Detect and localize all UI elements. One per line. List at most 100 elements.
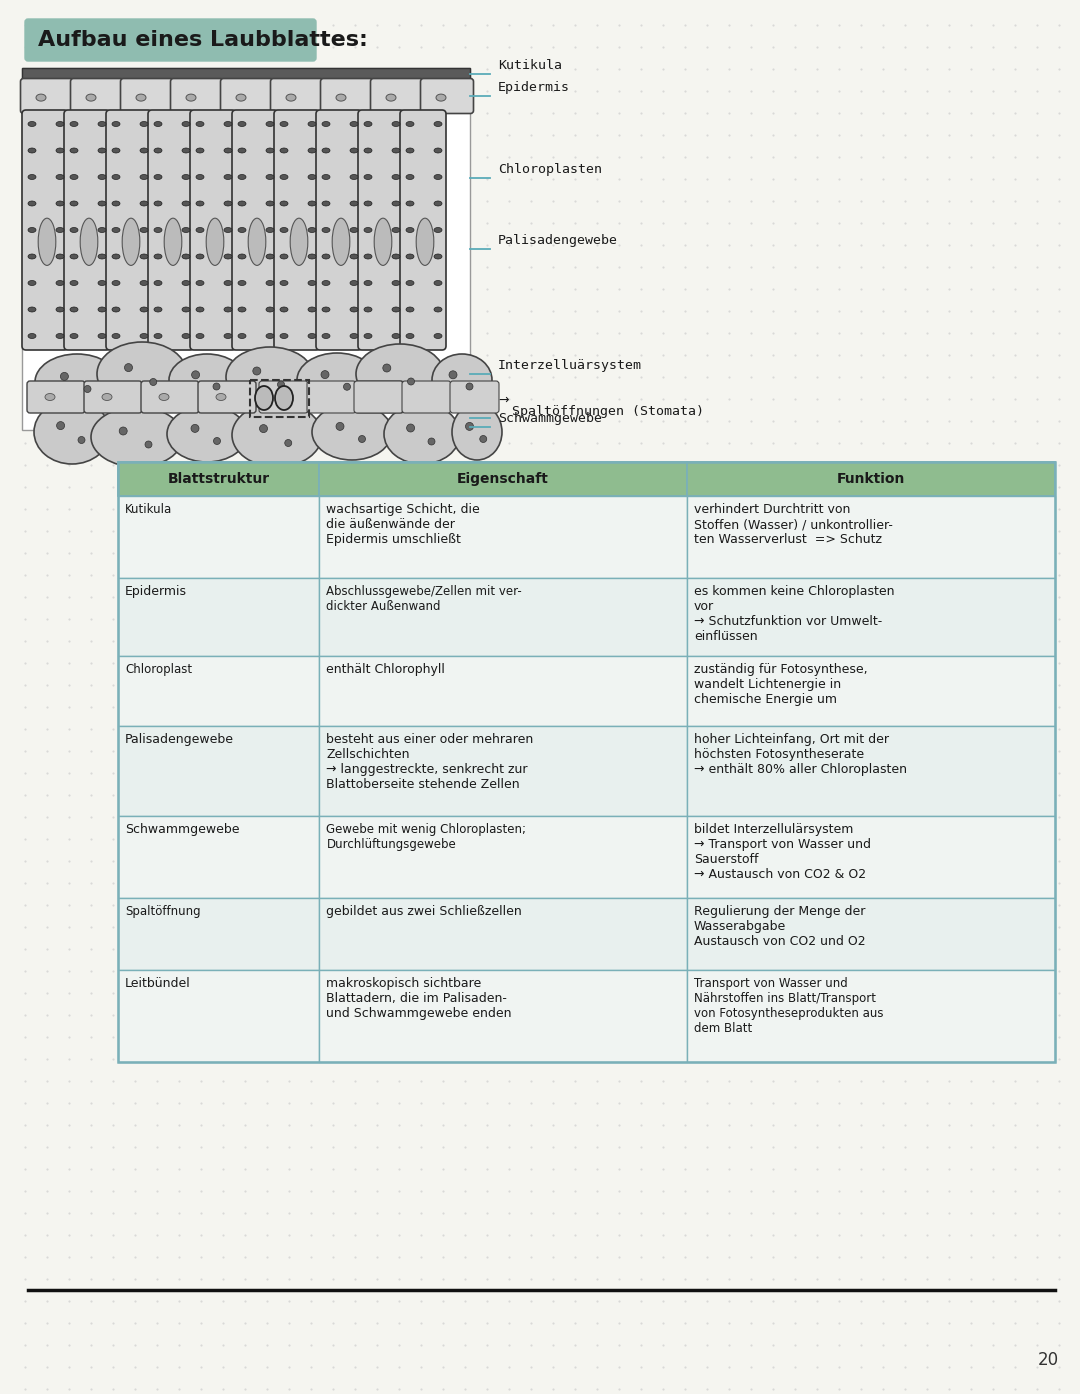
Bar	[320, 461, 687, 496]
Ellipse shape	[195, 333, 204, 339]
Ellipse shape	[308, 201, 316, 206]
Ellipse shape	[280, 333, 288, 339]
Ellipse shape	[98, 201, 106, 206]
Ellipse shape	[308, 333, 316, 339]
Text: Palisadengewebe: Palisadengewebe	[125, 733, 234, 746]
Ellipse shape	[238, 227, 246, 233]
Ellipse shape	[91, 407, 183, 467]
Ellipse shape	[406, 333, 414, 339]
Ellipse shape	[70, 333, 78, 339]
Ellipse shape	[154, 174, 162, 180]
Ellipse shape	[286, 95, 296, 102]
Ellipse shape	[322, 121, 330, 127]
Ellipse shape	[195, 201, 204, 206]
Ellipse shape	[336, 95, 346, 102]
Ellipse shape	[70, 280, 78, 286]
FancyBboxPatch shape	[232, 110, 278, 350]
Circle shape	[259, 425, 268, 432]
Bar	[320, 579, 687, 657]
Ellipse shape	[364, 254, 372, 259]
Ellipse shape	[112, 280, 120, 286]
Ellipse shape	[364, 174, 372, 180]
Ellipse shape	[238, 307, 246, 312]
Ellipse shape	[238, 174, 246, 180]
Ellipse shape	[434, 254, 442, 259]
Ellipse shape	[432, 354, 492, 406]
Ellipse shape	[434, 174, 442, 180]
Text: Spaltöffnungen (Stomata): Spaltöffnungen (Stomata)	[512, 404, 704, 417]
Ellipse shape	[28, 280, 36, 286]
Ellipse shape	[154, 148, 162, 153]
Ellipse shape	[266, 333, 274, 339]
Ellipse shape	[406, 307, 414, 312]
Ellipse shape	[56, 307, 64, 312]
Bar	[687, 726, 1055, 815]
Ellipse shape	[434, 227, 442, 233]
Circle shape	[465, 383, 473, 390]
Ellipse shape	[350, 174, 357, 180]
FancyBboxPatch shape	[21, 78, 73, 113]
Ellipse shape	[98, 227, 106, 233]
Ellipse shape	[112, 333, 120, 339]
Text: Chloroplast: Chloroplast	[125, 664, 192, 676]
Ellipse shape	[392, 201, 400, 206]
Circle shape	[480, 435, 487, 442]
Ellipse shape	[275, 386, 293, 410]
Ellipse shape	[140, 174, 148, 180]
FancyBboxPatch shape	[316, 110, 362, 350]
FancyBboxPatch shape	[259, 381, 308, 413]
Ellipse shape	[280, 254, 288, 259]
Ellipse shape	[195, 148, 204, 153]
Ellipse shape	[364, 307, 372, 312]
Ellipse shape	[195, 280, 204, 286]
Ellipse shape	[308, 121, 316, 127]
Ellipse shape	[136, 95, 146, 102]
Ellipse shape	[280, 201, 288, 206]
Ellipse shape	[280, 307, 288, 312]
Ellipse shape	[232, 403, 322, 467]
Bar	[687, 496, 1055, 579]
Ellipse shape	[364, 148, 372, 153]
Ellipse shape	[195, 227, 204, 233]
Circle shape	[285, 439, 292, 446]
Ellipse shape	[224, 174, 232, 180]
Ellipse shape	[183, 333, 190, 339]
FancyBboxPatch shape	[121, 78, 174, 113]
FancyBboxPatch shape	[354, 381, 403, 413]
Ellipse shape	[266, 148, 274, 153]
Bar	[118, 898, 320, 970]
Ellipse shape	[112, 148, 120, 153]
Ellipse shape	[322, 333, 330, 339]
Text: Transport von Wasser und
Nährstoffen ins Blatt/Transport
von Fotosyntheseprodukt: Transport von Wasser und Nährstoffen ins…	[693, 977, 883, 1034]
Ellipse shape	[238, 333, 246, 339]
Ellipse shape	[206, 219, 224, 265]
Ellipse shape	[154, 254, 162, 259]
Ellipse shape	[167, 406, 247, 461]
Ellipse shape	[70, 254, 78, 259]
Ellipse shape	[364, 201, 372, 206]
Circle shape	[119, 427, 127, 435]
Ellipse shape	[350, 201, 357, 206]
Ellipse shape	[70, 121, 78, 127]
Ellipse shape	[226, 347, 314, 407]
Ellipse shape	[56, 227, 64, 233]
Ellipse shape	[406, 148, 414, 153]
Circle shape	[214, 438, 220, 445]
Ellipse shape	[322, 307, 330, 312]
Text: →: →	[498, 395, 509, 407]
Ellipse shape	[308, 174, 316, 180]
Ellipse shape	[364, 280, 372, 286]
Circle shape	[336, 422, 345, 431]
Text: Gewebe mit wenig Chloroplasten;
Durchlüftungsgewebe: Gewebe mit wenig Chloroplasten; Durchlüf…	[326, 822, 526, 850]
Ellipse shape	[266, 227, 274, 233]
Text: hoher Lichteinfang, Ort mit der
höchsten Fotosyntheserate
→ enthält 80% aller Ch: hoher Lichteinfang, Ort mit der höchsten…	[693, 733, 907, 776]
FancyBboxPatch shape	[22, 110, 68, 350]
Ellipse shape	[308, 148, 316, 153]
Ellipse shape	[56, 201, 64, 206]
Bar	[118, 657, 320, 726]
Ellipse shape	[56, 280, 64, 286]
Text: 20: 20	[1038, 1351, 1058, 1369]
Ellipse shape	[434, 148, 442, 153]
Ellipse shape	[364, 227, 372, 233]
Ellipse shape	[364, 121, 372, 127]
